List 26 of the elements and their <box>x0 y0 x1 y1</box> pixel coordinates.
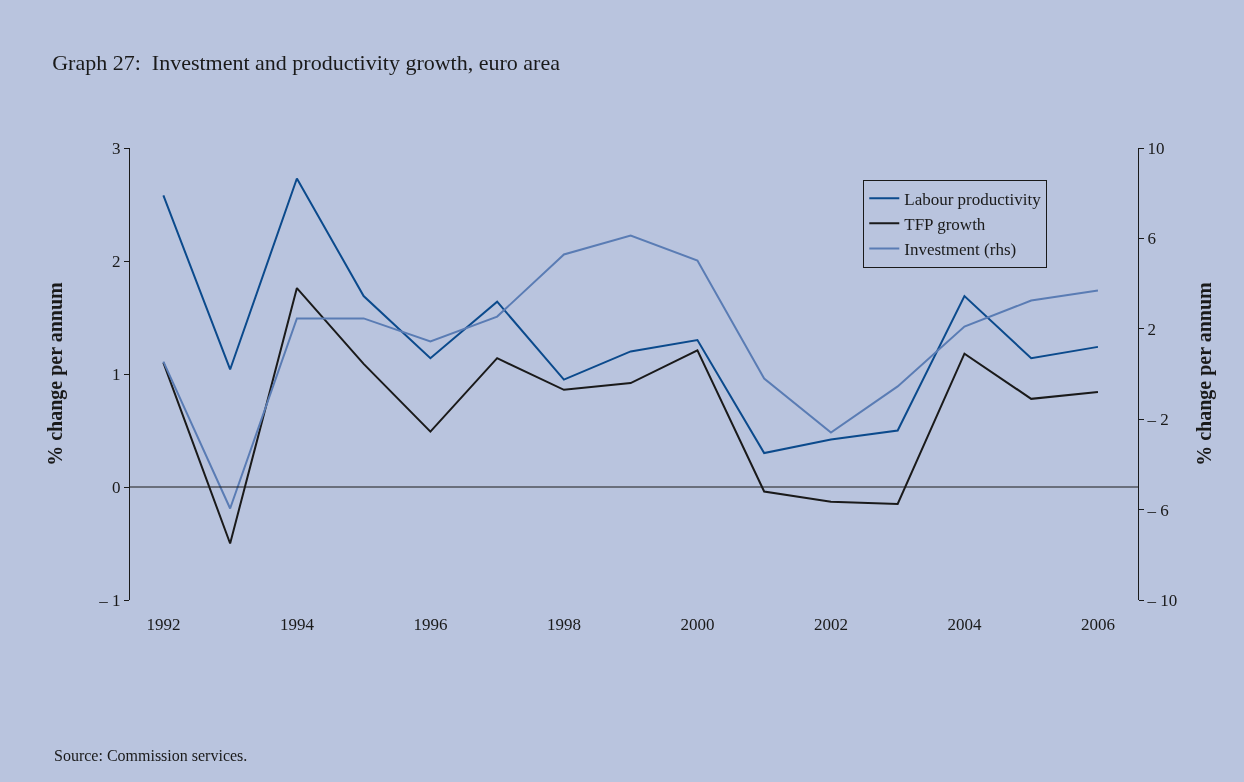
x-tick-label: 1994 <box>279 615 315 634</box>
x-tick-label: 2000 <box>680 615 715 634</box>
y2-tick-label: – 10 <box>1146 590 1178 610</box>
x-tick-label: 1996 <box>413 615 448 634</box>
source-note: Source: Commission services. <box>54 747 248 764</box>
y2-tick-label: 2 <box>1147 319 1156 339</box>
y2-tick-label: – 6 <box>1146 500 1169 520</box>
x-tick-label: 2004 <box>947 615 982 634</box>
y-axis-title: % change per annum <box>43 281 67 466</box>
y-tick-label: 2 <box>112 251 121 271</box>
y2-tick-label: 6 <box>1147 229 1156 249</box>
y2-tick-label: – 2 <box>1146 410 1169 430</box>
y-tick-label: 0 <box>112 477 121 497</box>
y-tick-label: 1 <box>112 364 121 384</box>
y2-tick-label: 10 <box>1147 138 1165 158</box>
legend-label: TFP growth <box>904 214 986 234</box>
x-tick-label: 2002 <box>813 615 848 634</box>
x-tick-label: 2006 <box>1080 615 1115 634</box>
y-tick-label: 3 <box>112 138 121 158</box>
y-tick-label: – 1 <box>98 590 121 610</box>
x-tick-label: 1992 <box>146 615 181 634</box>
legend-label: Investment (rhs) <box>904 240 1017 260</box>
legend-label: Labour productivity <box>904 189 1042 209</box>
x-tick-label: 1998 <box>546 615 581 634</box>
y2-axis-title: % change per annum <box>1192 281 1216 466</box>
chart-title: Graph 27: Investment and productivity growth, euro area <box>52 50 561 76</box>
